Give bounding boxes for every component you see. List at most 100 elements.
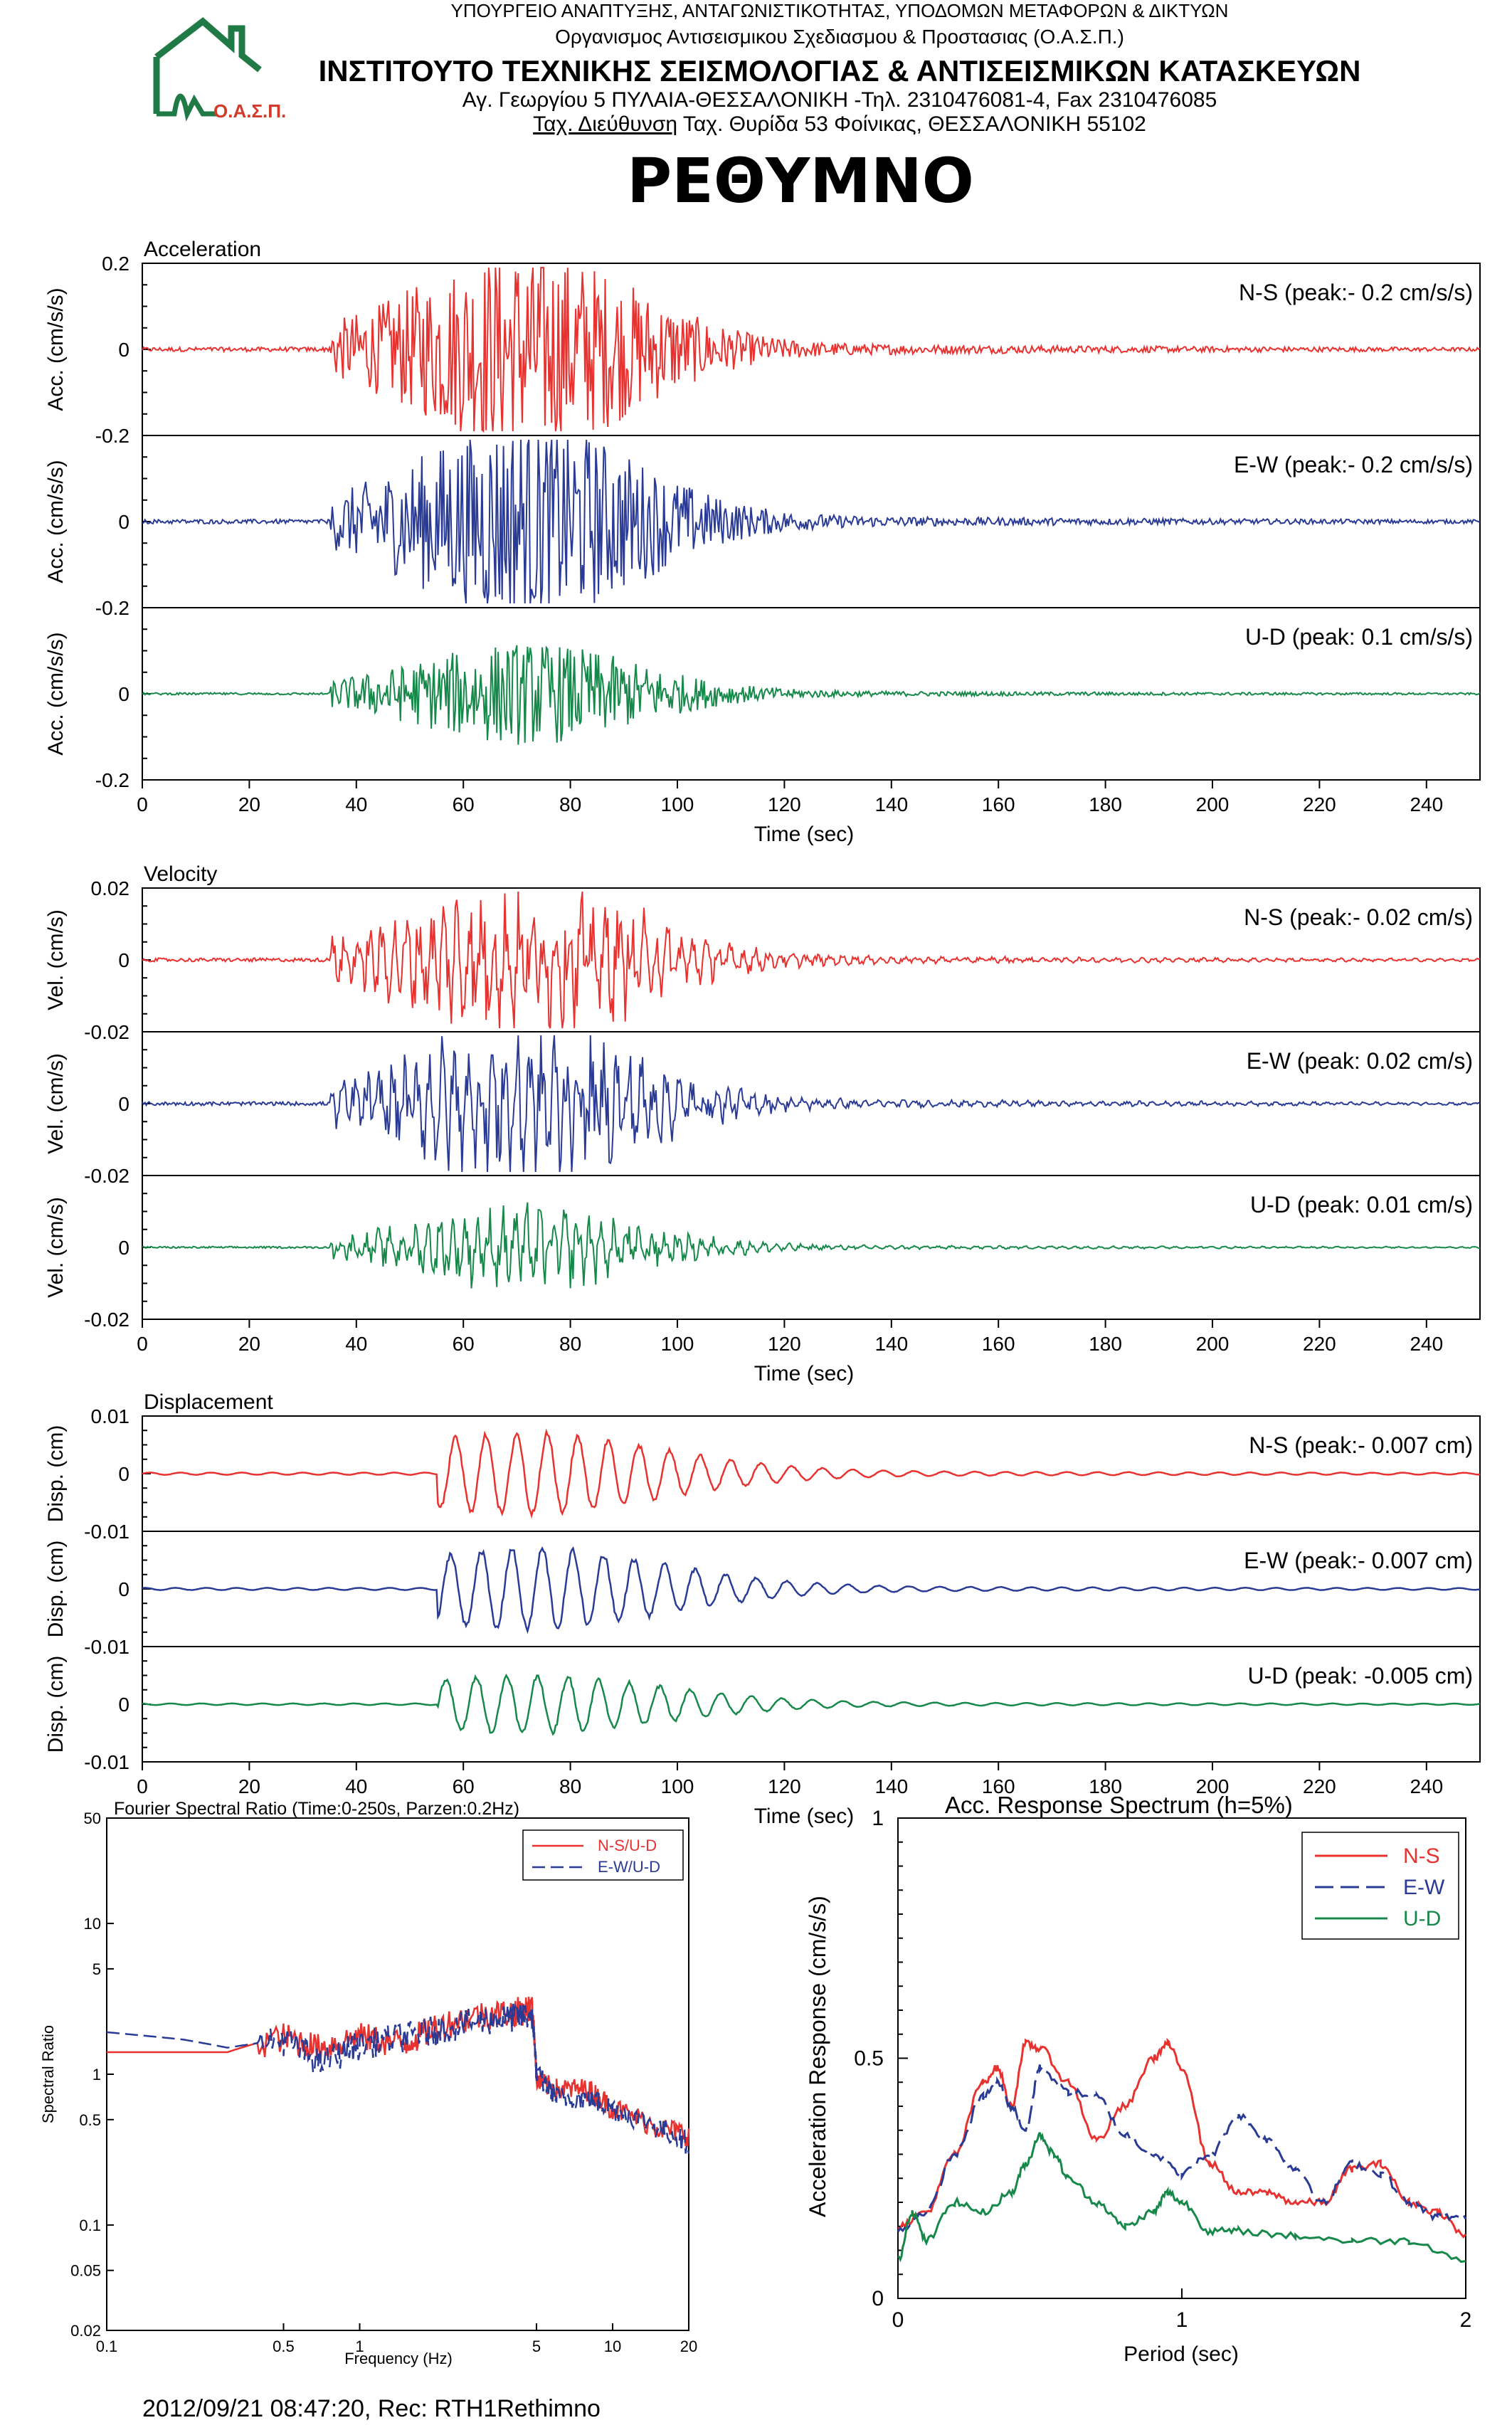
fourier-ratio-chart: Fourier Spectral Ratio (Time:0-250s, Par… [39,1799,697,2367]
x-tick-label: 200 [1196,1775,1230,1797]
panel-label: N-S (peak:- 0.007 cm) [1249,1432,1473,1458]
x-tick-label: 60 [453,793,475,815]
x-axis-label: Frequency (Hz) [344,2350,453,2367]
chart-title: Acceleration [144,238,261,261]
x-axis-label: Time (sec) [754,1805,855,1828]
y-tick-label: 0.05 [70,2262,101,2280]
y-tick-label: 0 [118,339,129,361]
x-tick-label: 160 [982,1775,1015,1797]
chart-title: Acc. Response Spectrum (h=5%) [945,1792,1293,1818]
x-tick-label: 0.1 [96,2338,118,2355]
address-line: Αγ. Γεωργίου 5 ΠΥΛΑΙΑ-ΘΕΣΣΑΛΟΝΙΚΗ -Τηλ. … [462,88,1217,112]
y-tick-label: 0 [118,1694,129,1716]
x-tick-label: 40 [345,793,367,815]
x-tick-label: 100 [661,793,694,815]
y-tick-label: 0.1 [79,2217,101,2234]
y-tick-label: -0.02 [84,1309,129,1331]
x-axis-label: Period (sec) [1124,2342,1239,2366]
y-axis-label: Vel. (cm/s) [44,1053,68,1154]
x-tick-label: 120 [768,1775,801,1797]
y-axis-label: Disp. (cm) [44,1425,68,1523]
x-tick-label: 40 [345,1775,367,1797]
y-tick-label: 0.02 [91,877,130,899]
y-axis-label: Acc. (cm/s/s) [44,460,68,583]
x-tick-label: 140 [874,793,908,815]
x-tick-label: 20 [238,1775,260,1797]
series-line [897,2037,1467,2239]
y-axis-label: Disp. (cm) [44,1656,68,1753]
y-tick-label: -0.01 [84,1751,129,1773]
y-tick-label: 1 [92,2066,101,2083]
panel-label: U-D (peak: 0.1 cm/s/s) [1245,624,1473,650]
waveform-trace [142,1546,1481,1634]
series-line [897,2064,1467,2233]
legend-label: N-S [1403,1844,1440,1868]
panel-label: E-W (peak:- 0.007 cm) [1244,1548,1473,1573]
x-tick-label: 220 [1303,1333,1336,1355]
record-timestamp: 2012/09/21 08:47:20, Rec: RTH1Rethimno [142,2395,601,2422]
y-tick-label: 0 [118,1093,129,1115]
x-tick-label: 0 [137,1775,148,1797]
x-tick-label: 220 [1303,793,1336,815]
y-tick-label: 5 [92,1960,101,1978]
waveform-block-0: Acceleration 0.2 0 -0.2 Acc. (cm/s/s) N-S (pe… [44,238,1481,846]
x-tick-label: 140 [874,1333,908,1355]
chart-title: Fourier Spectral Ratio (Time:0-250s, Par… [114,1799,519,1819]
page-title: ΡΕΘΥΜΝΟ [627,146,974,217]
y-axis-label: Disp. (cm) [44,1541,68,1638]
panel-label: N-S (peak:- 0.2 cm/s/s) [1239,280,1473,305]
legend-label: U-D [1403,1907,1441,1930]
series-line [106,2002,690,2154]
chart-title: Velocity [144,862,217,886]
waveform-trace [142,1035,1481,1173]
x-tick-label: 240 [1410,1775,1443,1797]
x-tick-label: 60 [453,1333,475,1355]
x-axis-label: Time (sec) [754,1362,855,1385]
y-tick-label: -0.2 [95,597,129,619]
oasp-logo: Ο.Α.Σ.Π. [153,17,286,122]
x-tick-label: 240 [1410,1333,1443,1355]
x-tick-label: 240 [1410,793,1443,815]
y-tick-label: 0.01 [91,1405,130,1427]
x-tick-label: 160 [982,793,1015,815]
legend-label: N-S/U-D [598,1837,657,1854]
y-axis-label: Acc. (cm/s/s) [44,287,68,411]
y-tick-label: 10 [84,1915,101,1933]
x-tick-label: 140 [874,1775,908,1797]
panel-label: E-W (peak:- 0.2 cm/s/s) [1234,452,1473,477]
y-tick-label: 1 [872,1807,884,1830]
x-tick-label: 100 [661,1775,694,1797]
x-tick-label: 10 [604,2338,621,2355]
plot-frame [106,1817,689,2331]
waveform-trace [142,891,1481,1029]
x-tick-label: 180 [1089,1333,1122,1355]
ministry-line: ΥΠΟΥΡΓΕΙΟ ΑΝΑΠΤΥΞΗΣ, ΑΝΤΑΓΩΝΙΣΤΙΚΟΤΗΤΑΣ,… [450,0,1229,21]
logo-text: Ο.Α.Σ.Π. [213,100,286,122]
x-tick-label: 160 [982,1333,1015,1355]
y-tick-label: -0.2 [95,769,129,791]
x-tick-label: 80 [559,1333,581,1355]
series-line [897,2132,1466,2264]
y-tick-label: 0.5 [79,2111,101,2129]
x-tick-label: 1 [355,2338,364,2355]
waveform-trace [142,267,1481,433]
x-tick-label: 0 [892,2308,904,2332]
y-axis-label: Acc. (cm/s/s) [44,632,68,755]
x-tick-label: 5 [532,2338,541,2355]
y-tick-label: 50 [84,1810,101,1827]
y-tick-label: -0.2 [95,425,129,447]
x-tick-label: 100 [661,1333,694,1355]
x-tick-label: 200 [1196,793,1230,815]
response-spectrum-chart: Acc. Response Spectrum (h=5%) 0 1 2 1 0.5 0 Per… [805,1792,1471,2366]
x-tick-label: 80 [559,1775,581,1797]
x-tick-label: 220 [1303,1775,1336,1797]
panel-label: E-W (peak: 0.02 cm/s) [1247,1048,1473,1074]
waveform-trace [142,1202,1480,1289]
waveform-trace [142,1428,1481,1519]
x-tick-label: 180 [1089,1775,1122,1797]
y-tick-label: -0.01 [84,1521,129,1543]
waveform-block-2: Displacement 0.01 0 -0.01 Disp. (cm) N-S (pea… [44,1390,1481,1828]
legend-label: E-W/U-D [598,1858,660,1876]
y-tick-label: 0 [118,683,129,705]
